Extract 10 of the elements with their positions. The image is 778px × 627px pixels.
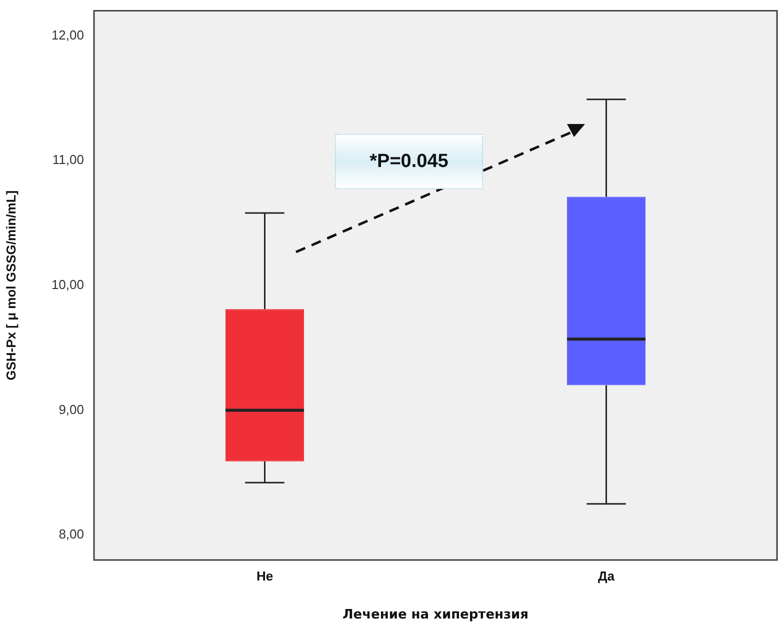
y-tick-label: 9,00	[58, 402, 84, 417]
x-tick-label: Не	[256, 568, 274, 584]
y-axis-title: GSH-Px [ μ mol GSSG/min/mL]	[3, 190, 18, 380]
y-tick-label: 11,00	[52, 152, 84, 168]
y-tick-label: 12,00	[51, 27, 84, 42]
x-tick-label: Да	[598, 568, 616, 584]
x-axis-title: Лечение на хипертензия	[342, 608, 529, 623]
y-tick-label: 10,00	[51, 276, 84, 292]
callout-box: *P=0.045	[335, 134, 483, 189]
y-tick-label: 8,00	[58, 526, 84, 542]
